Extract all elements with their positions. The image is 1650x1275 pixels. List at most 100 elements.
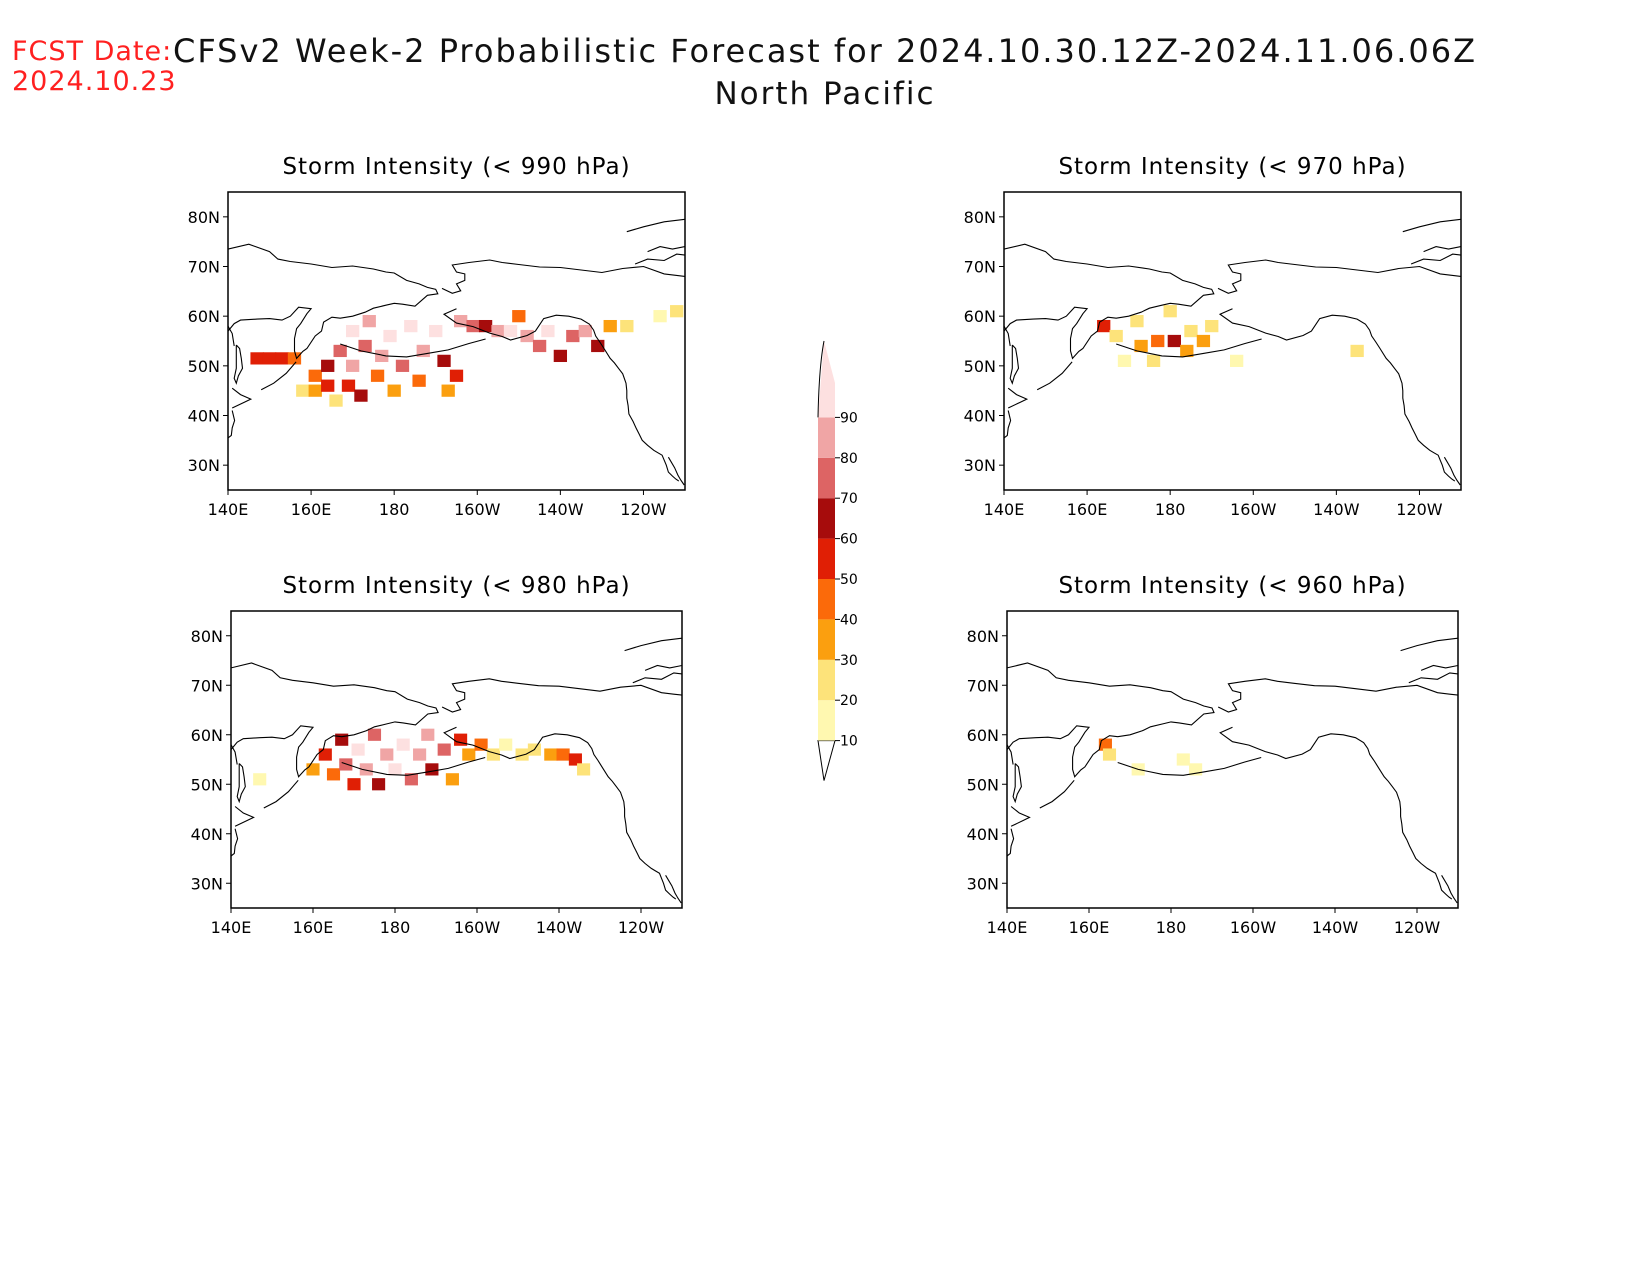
- colorbar-swatch: [818, 619, 835, 660]
- colorbar-swatch: [818, 700, 835, 741]
- coastline: [1004, 325, 1011, 347]
- coastline: [634, 253, 685, 265]
- forecast-date-label: FCST Date:: [12, 36, 173, 67]
- colorbar-label: 40: [840, 612, 858, 628]
- colorbar-label: 20: [840, 693, 858, 709]
- coastline: [231, 744, 238, 765]
- probability-cell: [262, 352, 277, 365]
- lat-tick-label: 30N: [188, 456, 220, 475]
- lat-tick-label: 70N: [967, 676, 999, 695]
- probability-cell: [404, 319, 418, 333]
- lon-tick-label: 140E: [984, 500, 1025, 519]
- probability-cell: [515, 748, 529, 761]
- coastline: [1218, 308, 1456, 482]
- coastline: [1007, 744, 1014, 765]
- lat-tick-label: 30N: [964, 456, 996, 475]
- coastline: [234, 806, 255, 827]
- lat-tick-label: 70N: [191, 676, 223, 695]
- lat-tick-label: 80N: [191, 627, 223, 646]
- map-frame: [1003, 191, 1462, 491]
- probability-cell: [1205, 319, 1219, 333]
- panel-title: Storm Intensity (< 960 hPa): [1058, 573, 1406, 599]
- probability-cell: [370, 369, 385, 382]
- coastline: [1004, 243, 1215, 360]
- colorbar-label: 60: [840, 532, 858, 548]
- panel-title: Storm Intensity (< 980 hPa): [282, 573, 630, 599]
- probability-cell: [445, 773, 459, 786]
- probability-cell: [1097, 319, 1111, 333]
- coastline: [667, 456, 685, 486]
- coastline: [233, 344, 244, 385]
- probability-cell: [1167, 334, 1181, 348]
- probability-cell: [380, 748, 394, 761]
- probability-cell: [568, 753, 582, 766]
- colorbar-label: 50: [840, 572, 858, 588]
- lat-tick-label: 60N: [188, 307, 220, 326]
- probability-cell: [354, 389, 368, 402]
- map-frame: [227, 191, 686, 491]
- coastline: [1010, 806, 1031, 827]
- probability-cell: [341, 379, 356, 392]
- coastline: [1408, 672, 1458, 684]
- probability-cell: [367, 728, 382, 741]
- lat-tick-label: 70N: [188, 258, 220, 277]
- probability-cell: [532, 339, 547, 353]
- probability-cell: [462, 748, 476, 761]
- probability-cell: [499, 738, 513, 751]
- coastline: [341, 756, 486, 776]
- probability-cell: [396, 738, 410, 751]
- probability-cell: [387, 384, 401, 397]
- lat-tick-label: 50N: [191, 775, 223, 794]
- coastline: [441, 678, 682, 713]
- lon-tick-label: 180: [380, 918, 411, 937]
- lat-tick-label: 60N: [191, 726, 223, 745]
- probability-cell: [1151, 334, 1165, 348]
- probability-cell: [308, 384, 322, 397]
- coastline: [1217, 259, 1461, 294]
- coastline: [1007, 387, 1029, 409]
- probability-cell: [1196, 334, 1211, 348]
- coastline: [624, 637, 682, 652]
- lon-tick-label: 140W: [1312, 918, 1359, 937]
- colorbar-swatch: [818, 659, 835, 701]
- probability-cell: [437, 743, 451, 756]
- map-frame: [1006, 610, 1459, 909]
- page-title: CFSv2 Week-2 Probabilistic Forecast for …: [172, 32, 1478, 70]
- probability-cell: [287, 352, 302, 365]
- lat-tick-label: 40N: [964, 407, 996, 426]
- lat-tick-label: 50N: [964, 357, 996, 376]
- probability-cell: [308, 369, 322, 382]
- coastline: [665, 875, 682, 904]
- coastline: [231, 387, 253, 409]
- coastline: [1004, 410, 1012, 439]
- coastline: [228, 325, 235, 347]
- probability-cell: [383, 329, 397, 343]
- coastline: [1443, 456, 1461, 486]
- probability-cell: [449, 369, 464, 382]
- probability-cell: [1184, 324, 1198, 338]
- lat-tick-label: 40N: [967, 825, 999, 844]
- probability-cell: [1109, 329, 1123, 343]
- probability-cell: [1180, 344, 1194, 358]
- probability-cell: [275, 352, 289, 365]
- lat-tick-label: 60N: [967, 726, 999, 745]
- coastline: [632, 672, 682, 684]
- coastline: [231, 828, 239, 857]
- probability-cell: [413, 748, 427, 761]
- lat-tick-label: 30N: [967, 874, 999, 893]
- probability-cell: [306, 763, 320, 776]
- probability-cell: [318, 748, 332, 761]
- lon-tick-label: 140E: [211, 918, 252, 937]
- probability-cell: [359, 763, 373, 776]
- region-subtitle: North Pacific: [714, 76, 936, 112]
- probability-cell: [437, 354, 451, 367]
- coastline: [1007, 662, 1215, 778]
- coastline: [1039, 779, 1075, 809]
- probability-cell: [253, 773, 267, 786]
- lat-tick-label: 80N: [188, 208, 220, 227]
- colorbar-label: 10: [840, 734, 858, 750]
- probability-cell: [345, 359, 360, 372]
- colorbar-label: 30: [840, 653, 858, 669]
- lon-tick-label: 160E: [291, 500, 332, 519]
- probability-cell: [345, 324, 360, 338]
